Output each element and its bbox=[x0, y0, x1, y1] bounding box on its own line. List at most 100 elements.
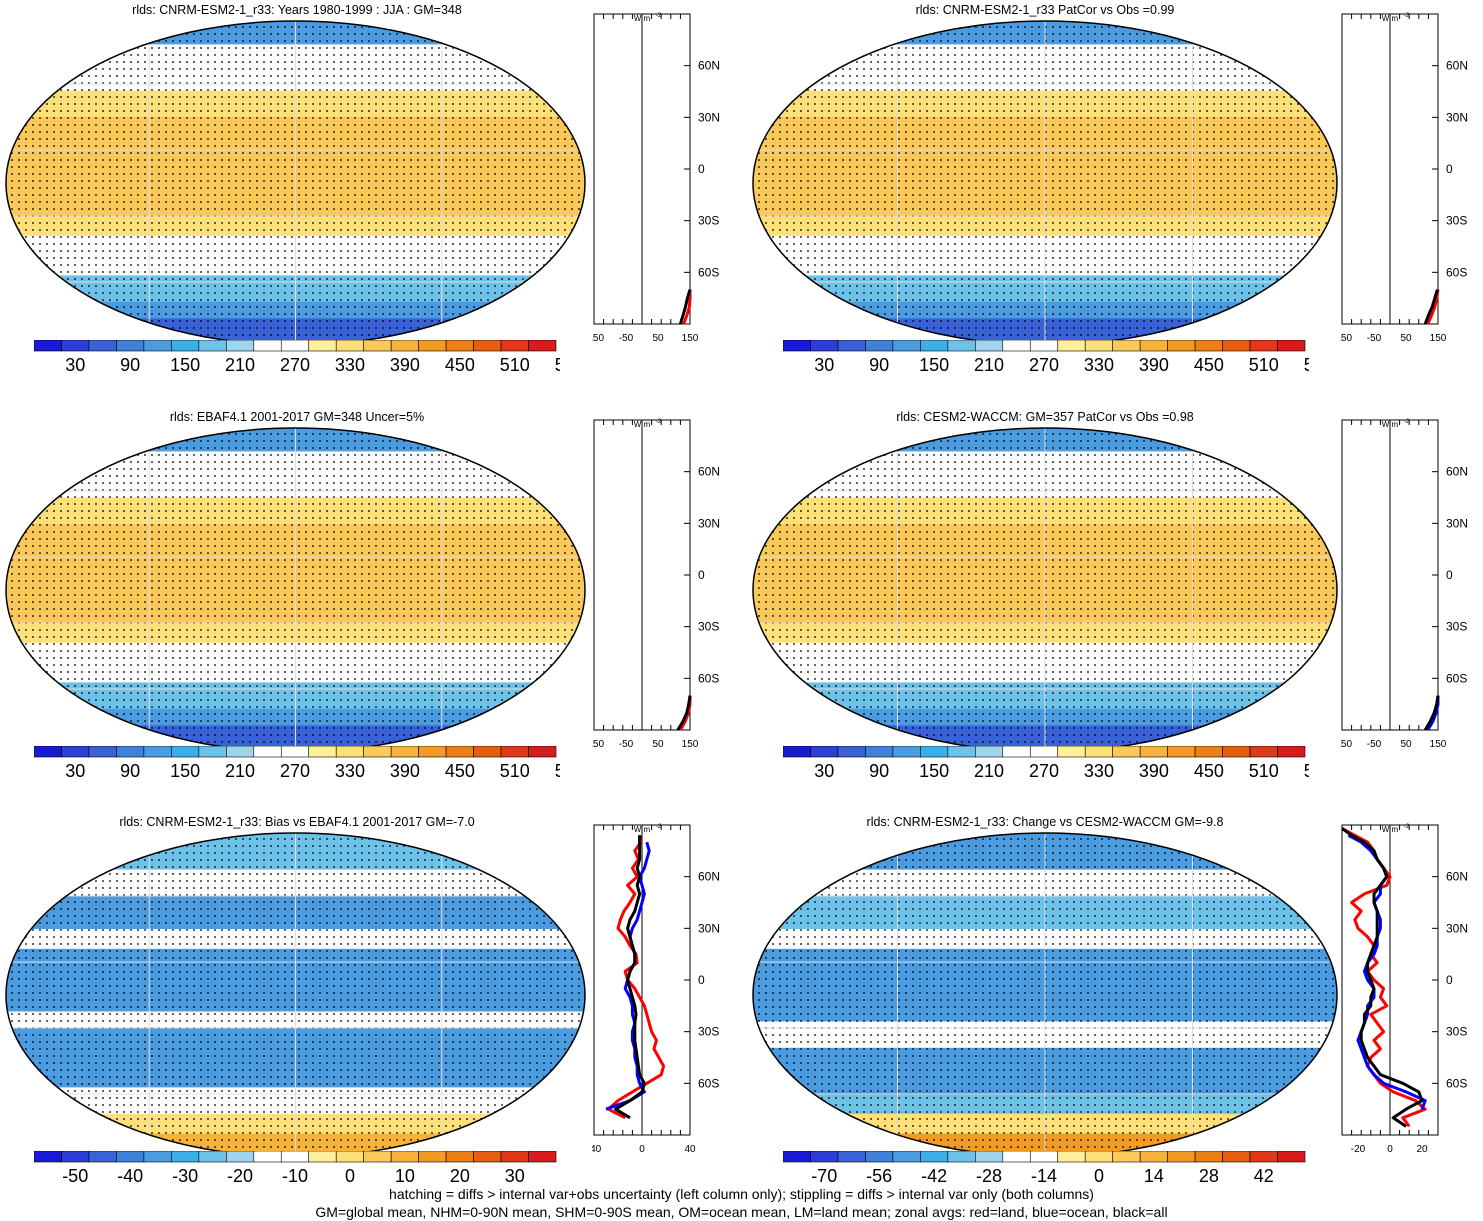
zonal-mean-plot: W m -2 60N 30N 0 30S 60S -20 0 20 bbox=[1341, 824, 1468, 1155]
colorbar-swatch bbox=[1249, 746, 1278, 758]
colorbar-swatch bbox=[418, 746, 447, 758]
panel-title: rlds: CNRM-ESM2-1_r33: Change vs CESM2-W… bbox=[866, 815, 1224, 829]
colorbar-swatch bbox=[1277, 746, 1306, 758]
zonal-lat-label: 30S bbox=[698, 214, 719, 228]
colorbar-label: 330 bbox=[335, 355, 365, 374]
colorbar-swatch bbox=[528, 746, 557, 758]
colorbar-label: 14 bbox=[1144, 1166, 1164, 1185]
zonal-mean-plot: W m -2 60N 30N 0 30S 60S -40 0 40 bbox=[592, 824, 720, 1155]
colorbar-swatch bbox=[837, 746, 866, 758]
map-panel bbox=[752, 832, 1338, 1158]
zonal-lat-label: 60N bbox=[698, 870, 720, 884]
colorbar-swatch bbox=[34, 340, 62, 352]
colorbar-label: 90 bbox=[869, 355, 889, 374]
zonal-x-tick-label: -20 bbox=[1351, 1144, 1366, 1155]
colorbar-label: -40 bbox=[117, 1166, 143, 1185]
colorbar-label: 10 bbox=[395, 1166, 415, 1185]
colorbar-label: 510 bbox=[1249, 761, 1279, 780]
colorbar-label: 270 bbox=[280, 761, 310, 780]
zonal-lat-label: 60N bbox=[698, 59, 720, 73]
colorbar-swatch bbox=[1222, 1151, 1251, 1163]
colorbar-swatch bbox=[920, 340, 949, 352]
colorbar-swatch bbox=[198, 746, 227, 758]
colorbar-swatch bbox=[116, 340, 145, 352]
colorbar-swatch bbox=[1277, 1151, 1306, 1163]
colorbar-swatch bbox=[1194, 340, 1223, 352]
zonal-lat-label: 60S bbox=[1446, 1076, 1467, 1090]
zonal-mean-plot: W m -2 60N 30N 0 30S 60S -150 -50 50 150 bbox=[592, 419, 720, 750]
colorbar-label: 330 bbox=[1084, 355, 1114, 374]
zonal-lat-label: 60S bbox=[698, 671, 719, 685]
colorbar-label: 390 bbox=[1139, 761, 1169, 780]
zonal-lat-label: 60S bbox=[698, 1076, 719, 1090]
colorbar-swatch bbox=[947, 746, 976, 758]
colorbar-swatch bbox=[473, 1151, 502, 1163]
colorbar-swatch bbox=[445, 1151, 474, 1163]
colorbar-label: 150 bbox=[919, 761, 949, 780]
colorbar-label: 30 bbox=[65, 355, 85, 374]
colorbar-label: 42 bbox=[1254, 1166, 1274, 1185]
colorbar-swatch bbox=[1222, 746, 1251, 758]
colorbar-label: 30 bbox=[65, 761, 85, 780]
footer-legend-note: GM=global mean, NHM=0-90N mean, SHM=0-90… bbox=[315, 1204, 1168, 1220]
zonal-unit-exponent: -2 bbox=[656, 824, 662, 830]
zonal-lat-label: 30N bbox=[698, 921, 720, 935]
colorbar-swatch bbox=[920, 1151, 949, 1163]
colorbar-swatch bbox=[1084, 1151, 1113, 1163]
zonal-unit-label: W m bbox=[634, 14, 651, 23]
colorbar-swatch bbox=[363, 1151, 392, 1163]
colorbar-label: 0 bbox=[1094, 1166, 1104, 1185]
colorbar-label: -20 bbox=[227, 1166, 253, 1185]
colorbar-swatch bbox=[473, 340, 502, 352]
colorbar-label: -50 bbox=[62, 1166, 88, 1185]
colorbar-label: 90 bbox=[120, 355, 140, 374]
colorbar-swatch bbox=[1139, 340, 1168, 352]
colorbar-swatch bbox=[226, 746, 255, 758]
colorbar-label: -56 bbox=[866, 1166, 892, 1185]
zonal-x-tick-label: 50 bbox=[652, 333, 664, 344]
colorbar-swatch bbox=[143, 746, 172, 758]
colorbar-swatch bbox=[1139, 746, 1168, 758]
colorbar-swatch bbox=[837, 1151, 866, 1163]
colorbar-label: 30 bbox=[814, 761, 834, 780]
zonal-series-all bbox=[1423, 289, 1439, 325]
colorbar-label: 450 bbox=[445, 761, 475, 780]
colorbar-swatch bbox=[88, 746, 117, 758]
zonal-series-land bbox=[682, 289, 692, 325]
colorbar-swatch bbox=[34, 746, 62, 758]
zonal-unit-label: W m bbox=[1382, 825, 1399, 834]
colorbar-label: 30 bbox=[505, 1166, 525, 1185]
colorbar-swatch bbox=[975, 1151, 1004, 1163]
colorbar-label: 30 bbox=[814, 355, 834, 374]
colorbar-swatch bbox=[1139, 1151, 1168, 1163]
colorbar-swatch bbox=[892, 746, 921, 758]
zonal-series-land bbox=[606, 835, 666, 1120]
zonal-x-tick-label: 150 bbox=[1430, 739, 1447, 750]
colorbar-swatch bbox=[116, 1151, 145, 1163]
zonal-lat-label: 60N bbox=[1446, 59, 1468, 73]
colorbar-label: 330 bbox=[335, 761, 365, 780]
zonal-lat-label: 30N bbox=[1446, 921, 1468, 935]
colorbar: 3090150210270330390450510570630 bbox=[34, 340, 560, 374]
zonal-lat-label: 60S bbox=[1446, 265, 1467, 279]
colorbar-label: 570 bbox=[1304, 761, 1309, 780]
colorbar-swatch bbox=[116, 746, 145, 758]
colorbar-swatch bbox=[473, 746, 502, 758]
zonal-lat-label: 30N bbox=[698, 516, 720, 530]
colorbar-swatch bbox=[1029, 1151, 1059, 1163]
colorbar-label: 270 bbox=[1029, 761, 1059, 780]
zonal-x-tick-label: 150 bbox=[1430, 333, 1447, 344]
colorbar-label: 210 bbox=[974, 355, 1004, 374]
zonal-lat-label: 30S bbox=[1446, 1025, 1467, 1039]
zonal-lat-label: 60S bbox=[1446, 671, 1467, 685]
map-panel bbox=[5, 20, 586, 346]
zonal-unit-label: W m bbox=[634, 420, 651, 429]
zonal-mean-plot: W m -2 60N 30N 0 30S 60S -150 -50 50 150 bbox=[1340, 13, 1468, 344]
zonal-lat-label: 0 bbox=[698, 973, 705, 987]
colorbar-swatch bbox=[390, 340, 419, 352]
colorbar-label: 210 bbox=[225, 761, 255, 780]
colorbar-swatch bbox=[1112, 340, 1141, 352]
colorbar: -50-40-30-20-1001020304050 bbox=[34, 1151, 560, 1185]
colorbar-swatch bbox=[253, 746, 282, 758]
colorbar-swatch bbox=[253, 340, 282, 352]
